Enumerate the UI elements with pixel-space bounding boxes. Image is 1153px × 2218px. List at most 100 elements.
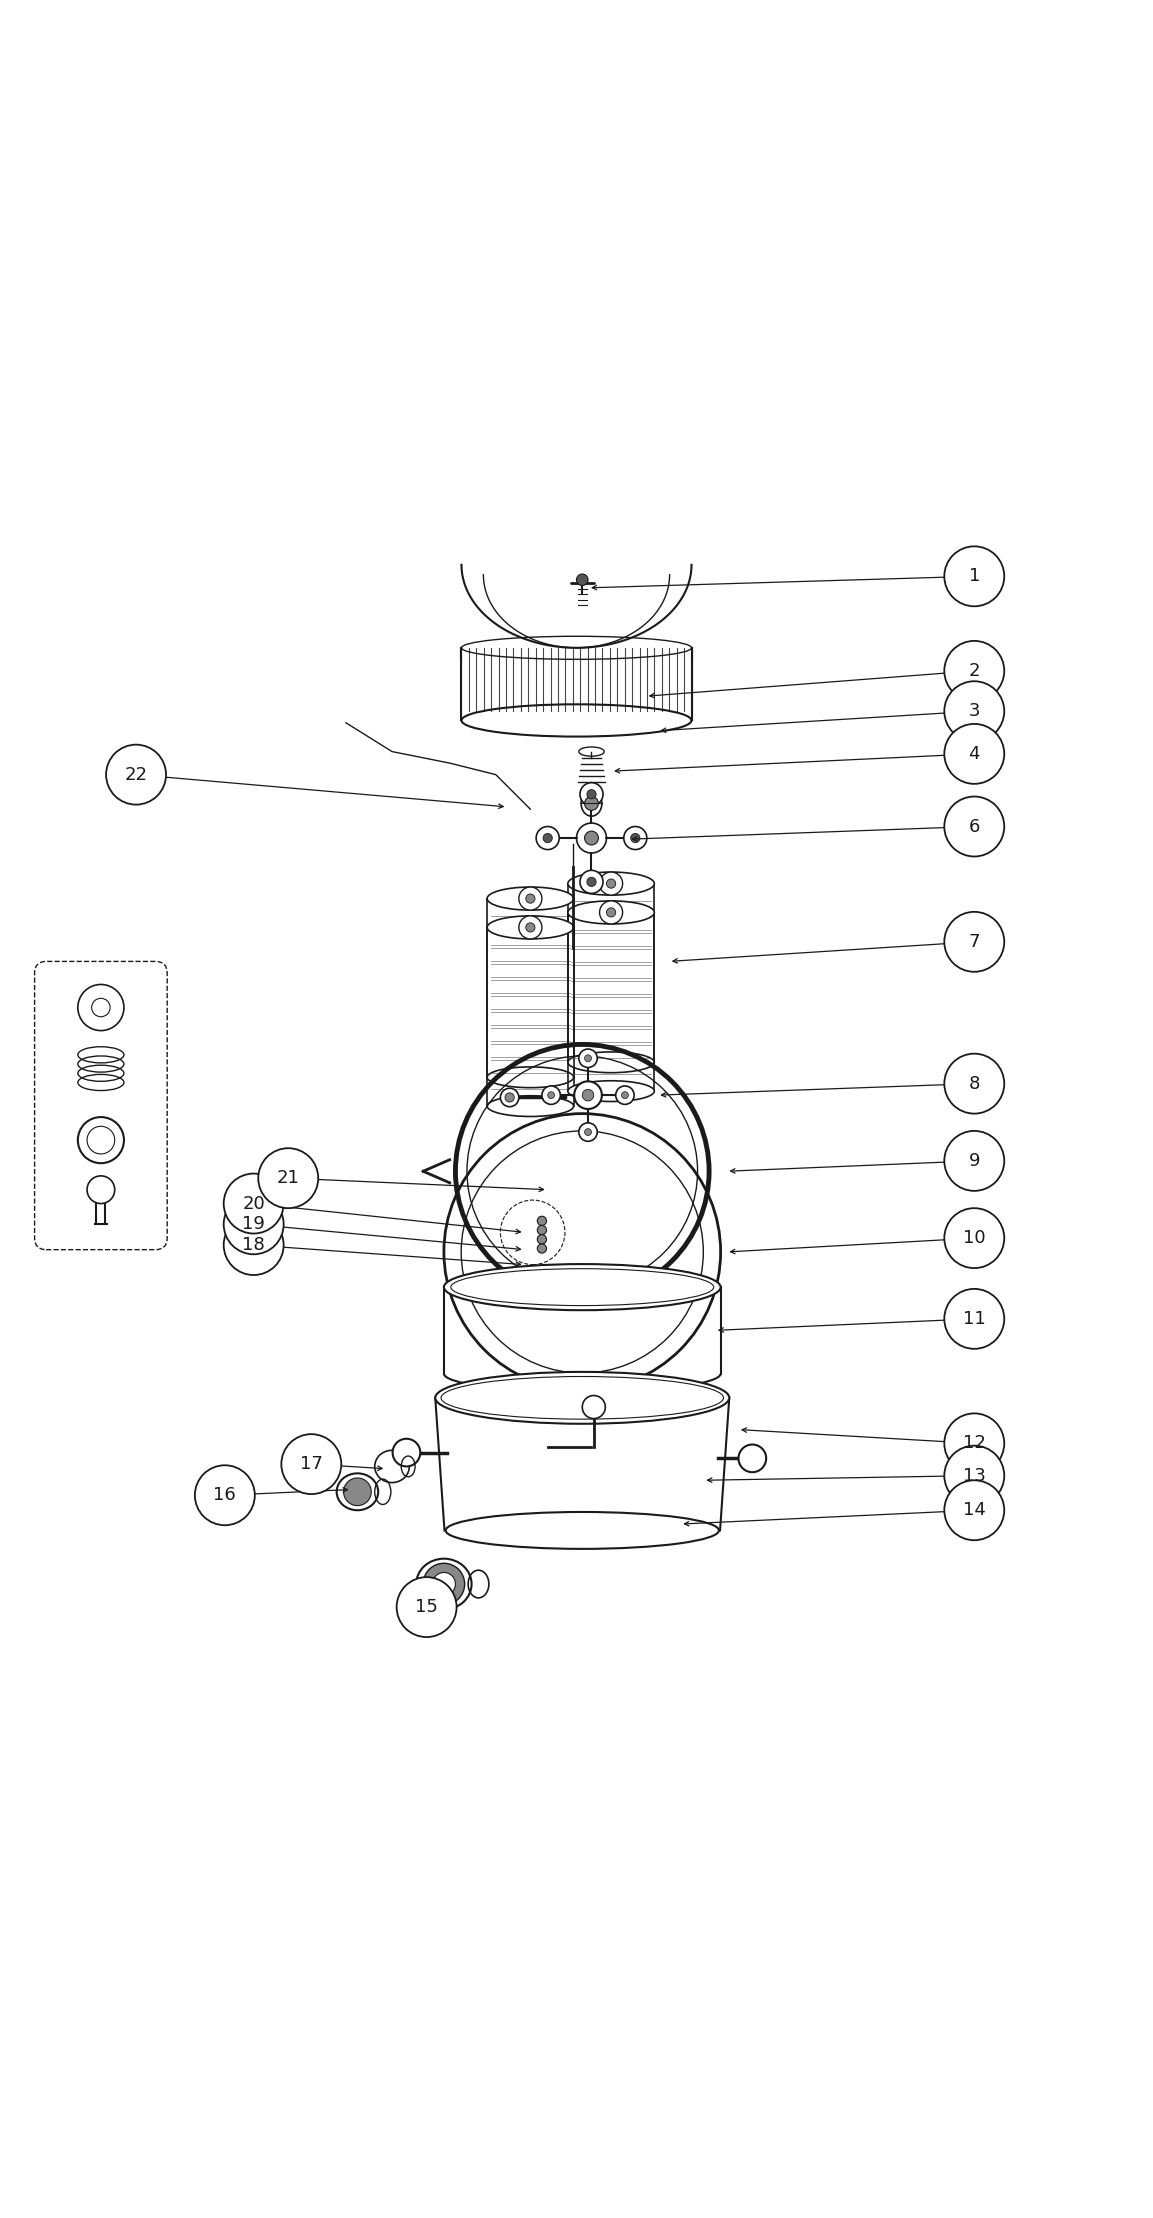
Text: 21: 21 — [277, 1169, 300, 1187]
Circle shape — [739, 1444, 767, 1473]
Ellipse shape — [487, 1096, 573, 1116]
Circle shape — [621, 1091, 628, 1098]
Circle shape — [585, 1056, 591, 1062]
Circle shape — [582, 1089, 594, 1100]
Circle shape — [600, 872, 623, 896]
Circle shape — [580, 869, 603, 894]
Circle shape — [606, 907, 616, 916]
Circle shape — [580, 783, 603, 805]
Circle shape — [519, 887, 542, 909]
Circle shape — [631, 834, 640, 843]
Ellipse shape — [445, 1513, 719, 1548]
Circle shape — [600, 901, 623, 925]
Circle shape — [944, 723, 1004, 783]
Circle shape — [944, 1413, 1004, 1473]
Circle shape — [432, 1573, 455, 1595]
Circle shape — [574, 1082, 602, 1109]
Text: 18: 18 — [242, 1235, 265, 1253]
FancyBboxPatch shape — [35, 960, 167, 1249]
Circle shape — [537, 1244, 547, 1253]
Circle shape — [344, 1477, 371, 1506]
Circle shape — [519, 916, 542, 938]
Ellipse shape — [487, 916, 573, 938]
Circle shape — [576, 823, 606, 854]
Circle shape — [258, 1149, 318, 1209]
Circle shape — [944, 1131, 1004, 1191]
Circle shape — [106, 745, 166, 805]
Circle shape — [944, 546, 1004, 606]
Circle shape — [582, 1395, 605, 1420]
Circle shape — [86, 1176, 114, 1204]
Circle shape — [944, 681, 1004, 741]
Text: 16: 16 — [213, 1486, 236, 1504]
Circle shape — [944, 1209, 1004, 1269]
Text: 8: 8 — [969, 1076, 980, 1093]
Circle shape — [537, 1215, 547, 1227]
Ellipse shape — [440, 1377, 724, 1420]
Circle shape — [526, 923, 535, 932]
Text: 6: 6 — [969, 818, 980, 836]
Circle shape — [944, 1054, 1004, 1113]
Circle shape — [195, 1466, 255, 1526]
Circle shape — [579, 1049, 597, 1067]
Circle shape — [944, 912, 1004, 971]
Circle shape — [585, 796, 598, 810]
Ellipse shape — [451, 1269, 714, 1306]
Circle shape — [624, 827, 647, 849]
Circle shape — [536, 827, 559, 849]
Circle shape — [944, 1479, 1004, 1539]
Text: 15: 15 — [415, 1599, 438, 1617]
Circle shape — [505, 1093, 514, 1102]
Circle shape — [579, 1122, 597, 1142]
Ellipse shape — [461, 1131, 703, 1373]
Circle shape — [585, 1129, 591, 1136]
Ellipse shape — [375, 1451, 409, 1482]
Text: 11: 11 — [963, 1311, 986, 1329]
Circle shape — [397, 1577, 457, 1637]
Ellipse shape — [568, 1051, 655, 1074]
Circle shape — [548, 1091, 555, 1098]
Circle shape — [500, 1089, 519, 1107]
Circle shape — [224, 1173, 284, 1233]
Ellipse shape — [416, 1559, 472, 1610]
Circle shape — [944, 1446, 1004, 1506]
Circle shape — [281, 1435, 341, 1495]
Circle shape — [585, 832, 598, 845]
Circle shape — [571, 477, 582, 488]
Circle shape — [392, 1439, 420, 1466]
Text: 4: 4 — [969, 745, 980, 763]
Ellipse shape — [487, 1067, 573, 1087]
Circle shape — [224, 1215, 284, 1275]
Text: 2: 2 — [969, 661, 980, 681]
Text: 7: 7 — [969, 934, 980, 952]
Circle shape — [944, 641, 1004, 701]
Circle shape — [587, 878, 596, 887]
Ellipse shape — [444, 1264, 721, 1311]
Circle shape — [542, 1087, 560, 1105]
Ellipse shape — [568, 872, 655, 896]
Text: 14: 14 — [963, 1502, 986, 1519]
Circle shape — [944, 796, 1004, 856]
Circle shape — [944, 1289, 1004, 1349]
Text: 19: 19 — [242, 1215, 265, 1233]
Circle shape — [564, 468, 589, 495]
Text: 20: 20 — [242, 1196, 265, 1213]
Circle shape — [423, 1564, 465, 1606]
Circle shape — [543, 834, 552, 843]
Ellipse shape — [435, 1373, 730, 1424]
Text: 13: 13 — [963, 1466, 986, 1484]
Ellipse shape — [487, 887, 573, 909]
Text: 1: 1 — [969, 568, 980, 586]
Circle shape — [526, 894, 535, 903]
Circle shape — [224, 1193, 284, 1253]
Text: 10: 10 — [963, 1229, 986, 1247]
Ellipse shape — [337, 1473, 378, 1510]
Text: 17: 17 — [300, 1455, 323, 1473]
Ellipse shape — [568, 1080, 655, 1102]
Text: 9: 9 — [969, 1151, 980, 1169]
Circle shape — [576, 574, 588, 586]
Text: 22: 22 — [125, 765, 148, 783]
Circle shape — [616, 1087, 634, 1105]
Text: 12: 12 — [963, 1435, 986, 1453]
Circle shape — [537, 1227, 547, 1235]
